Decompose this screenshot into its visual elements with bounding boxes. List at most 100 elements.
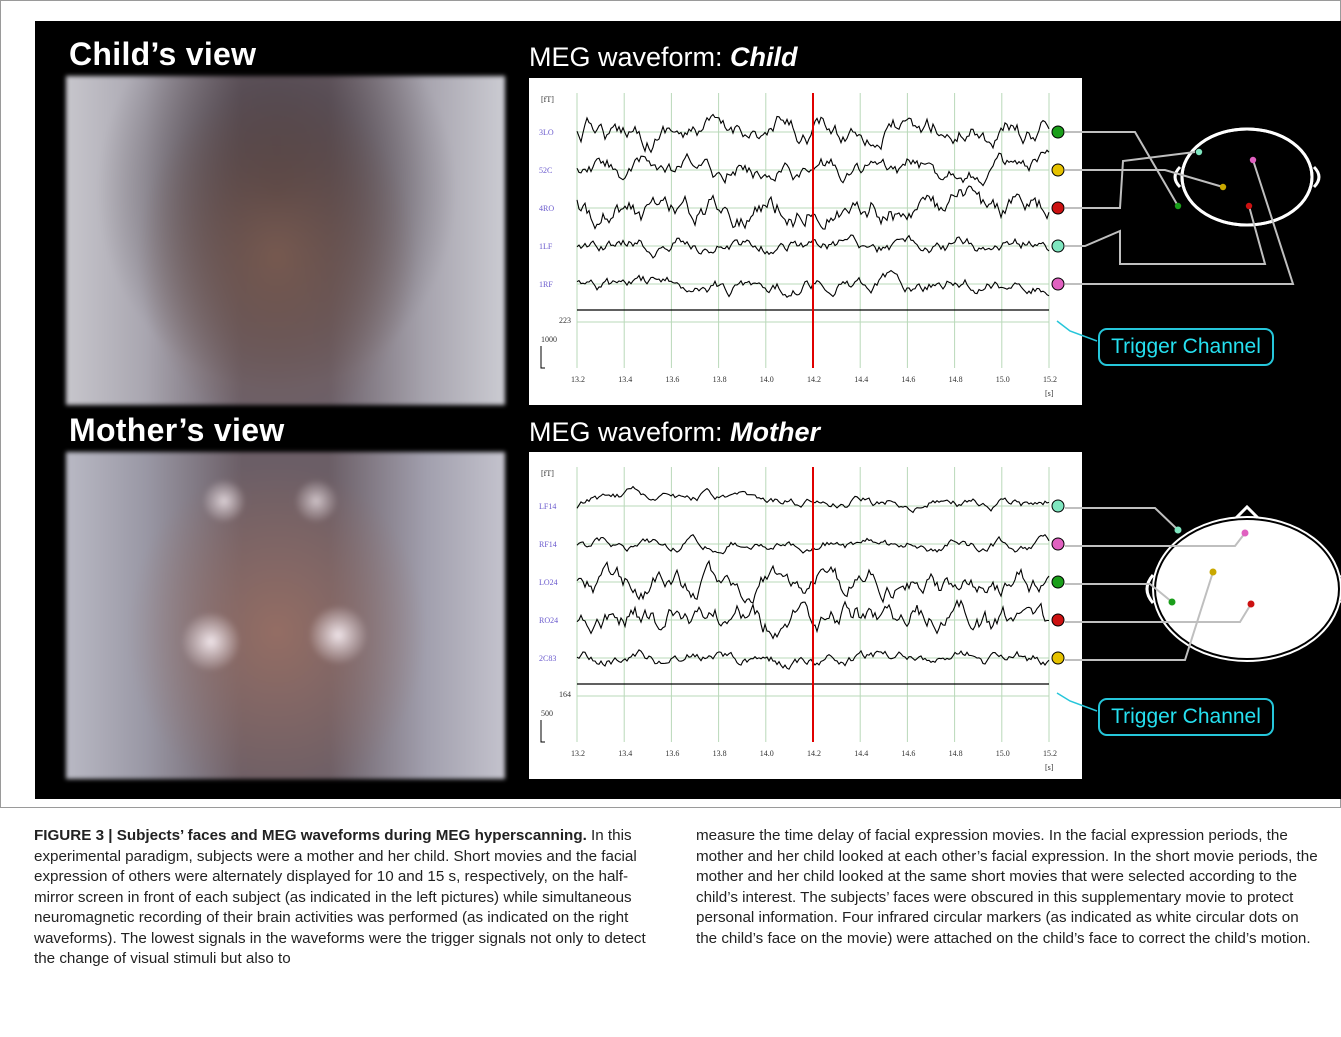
child-head-ring [1180, 127, 1314, 227]
x-tick-label: 14.4 [854, 375, 868, 384]
channel-marker [1051, 277, 1065, 291]
channel-label: 4RO [539, 204, 554, 213]
trigger-channel-label-child: Trigger Channel [1098, 328, 1274, 366]
child-connector-line [1065, 131, 1179, 207]
channel-label: 3LO [539, 128, 554, 137]
mother-connector-line [1065, 583, 1173, 603]
child-head-sensor-dot [1249, 156, 1257, 164]
x-tick-label: 14.8 [949, 375, 963, 384]
x-tick-label: 13.2 [571, 375, 585, 384]
channel-label: RO24 [539, 616, 558, 625]
caption-left-column: FIGURE 3 | Subjects’ faces and MEG wavef… [34, 826, 659, 970]
unit-ft-label: [fT] [541, 469, 554, 478]
child-head-sensor-dot [1174, 202, 1182, 210]
x-tick-label: 13.4 [618, 749, 632, 758]
channel-label: 1RF [539, 280, 553, 289]
child-head-sensor-dot [1195, 148, 1203, 156]
x-tick-label: 14.0 [760, 749, 774, 758]
channel-label: 2C83 [539, 654, 556, 663]
caption-title: FIGURE 3 | Subjects’ faces and MEG wavef… [34, 827, 587, 844]
scale-value-label: 500 [541, 709, 553, 718]
channel-marker [1051, 201, 1065, 215]
trigger-value-label: 164 [559, 690, 571, 699]
x-tick-label: 14.0 [760, 375, 774, 384]
x-tick-label: 14.8 [949, 749, 963, 758]
figure-panel: Child’s view Mother’s view MEG waveform:… [35, 21, 1341, 799]
x-tick-label: 13.8 [713, 375, 727, 384]
x-tick-label: 13.2 [571, 749, 585, 758]
mother-connector-line [1065, 532, 1246, 547]
child-connector-line [1065, 159, 1295, 285]
channel-marker [1051, 651, 1065, 665]
unit-s-label: [s] [1045, 763, 1054, 772]
mother-view-photo [66, 452, 505, 779]
child-connector-line [1065, 205, 1267, 265]
scale-bar [540, 720, 545, 743]
x-tick-label: 14.6 [901, 375, 915, 384]
meg-child-title: MEG waveform: Child [529, 42, 798, 72]
channel-marker [1051, 125, 1065, 139]
mother-head-sensor-dot [1168, 598, 1176, 606]
caption-right-column: measure the time delay of facial express… [696, 827, 1318, 947]
unit-ft-label: [fT] [541, 95, 554, 104]
channel-marker [1051, 499, 1065, 513]
channel-marker [1051, 537, 1065, 551]
channel-marker [1051, 613, 1065, 627]
child-head-fill [1184, 131, 1310, 223]
mother-head-sensor-dot [1174, 526, 1182, 534]
child-view-title: Child’s view [69, 36, 257, 72]
x-tick-label: 15.2 [1043, 375, 1057, 384]
x-tick-label: 13.6 [665, 749, 679, 758]
child-view-photo [66, 76, 505, 405]
mother-head [1154, 518, 1340, 660]
channel-label: 1LF [539, 242, 553, 251]
scale-bar [540, 346, 545, 369]
figure-frame: Child’s view Mother’s view MEG waveform:… [0, 0, 1341, 808]
x-tick-label: 15.2 [1043, 749, 1057, 758]
mother-head-ring [1152, 516, 1341, 662]
caption-left-text: In this experimental paradigm, subjects … [34, 827, 646, 967]
mother-head-ear-left [1145, 574, 1155, 604]
mother-connector-line [1065, 507, 1179, 531]
channel-label: RF14 [539, 540, 557, 549]
channel-marker [1051, 163, 1065, 177]
x-tick-label: 13.4 [618, 375, 632, 384]
meg-child-plot: [fT] [s] 13.2 13.4 13.6 13.8 14.0 14.2 14.4 14.6 1… [539, 93, 1065, 398]
x-tick-label: 15.0 [996, 375, 1010, 384]
channel-marker [1051, 239, 1065, 253]
child-head-ear-left [1173, 165, 1182, 189]
channel-label: LO24 [539, 578, 558, 587]
mother-head-sensor-dot [1241, 529, 1249, 537]
mother-connector-line [1065, 603, 1252, 623]
head-diagram-overlay [1056, 127, 1341, 712]
unit-s-label: [s] [1045, 389, 1054, 398]
channel-label: 52C [539, 166, 552, 175]
meg-mother-title: MEG waveform: Mother [529, 417, 821, 447]
mother-connector-line [1065, 571, 1214, 661]
mother-head-sensor-dot [1247, 600, 1255, 608]
trigger-pointer-child [1056, 320, 1098, 342]
meg-mother-plot: [fT] [s] 13.2 13.4 13.6 13.8 14.0 14.2 14.4 14.6 1… [539, 467, 1065, 772]
trigger-pointer-mother [1056, 692, 1098, 712]
trigger-value-label: 223 [559, 316, 571, 325]
child-head-sensor-dot [1245, 202, 1253, 210]
x-tick-label: 13.6 [665, 375, 679, 384]
x-tick-label: 14.2 [807, 375, 821, 384]
meg-mother-panel: [fT] [s] 13.2 13.4 13.6 13.8 14.0 14.2 14.4 14.6 1… [529, 452, 1082, 779]
mother-head-sensor-dot [1209, 568, 1217, 576]
mother-view-title: Mother’s view [69, 412, 285, 448]
trigger-channel-label-mother: Trigger Channel [1098, 698, 1274, 736]
x-tick-label: 15.0 [996, 749, 1010, 758]
child-head-ear-right [1312, 165, 1321, 189]
scale-value-label: 1000 [541, 335, 557, 344]
channel-label: LF14 [539, 502, 556, 511]
child-connector-line [1065, 169, 1224, 188]
meg-child-panel: [fT] [s] 13.2 13.4 13.6 13.8 14.0 14.2 14.4 14.6 1… [529, 78, 1082, 405]
x-tick-label: 14.6 [901, 749, 915, 758]
x-tick-label: 14.4 [854, 749, 868, 758]
child-connector-line [1065, 151, 1196, 209]
channel-marker [1051, 575, 1065, 589]
child-head-sensor-dot [1219, 183, 1227, 191]
x-tick-label: 14.2 [807, 749, 821, 758]
x-tick-label: 13.8 [713, 749, 727, 758]
